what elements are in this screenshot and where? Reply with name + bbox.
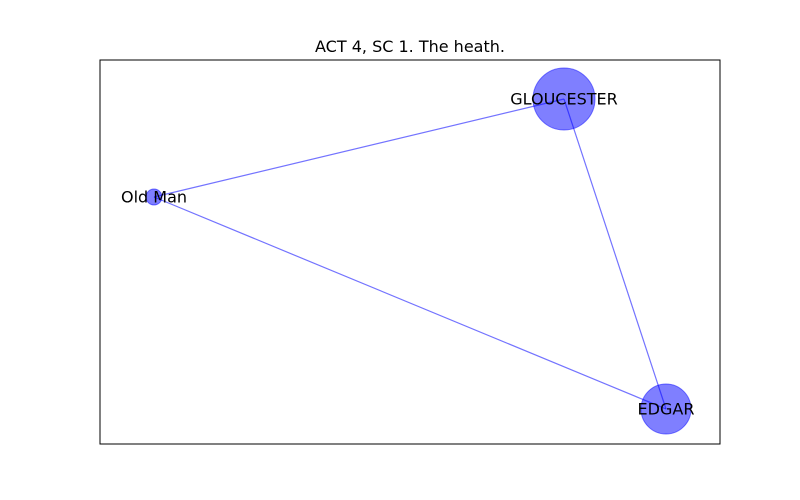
node-label-old-man: Old Man: [121, 188, 187, 207]
plot-frame: [99, 59, 721, 445]
edge-gloucester-edgar: [563, 98, 667, 410]
label-layer: GLOUCESTER Old Man EDGAR: [121, 90, 694, 419]
node-gloucester: [532, 67, 596, 131]
node-label-edgar: EDGAR: [638, 400, 695, 419]
edge-gloucester-old-man: [153, 98, 565, 198]
edge-old-man-edgar: [153, 196, 667, 410]
node-old-man: [145, 188, 163, 206]
edge-layer: [153, 98, 667, 410]
node-edgar: [640, 383, 692, 435]
node-layer: [145, 67, 692, 435]
node-label-gloucester: GLOUCESTER: [510, 90, 617, 109]
figure-title: ACT 4, SC 1. The heath.: [315, 37, 505, 56]
